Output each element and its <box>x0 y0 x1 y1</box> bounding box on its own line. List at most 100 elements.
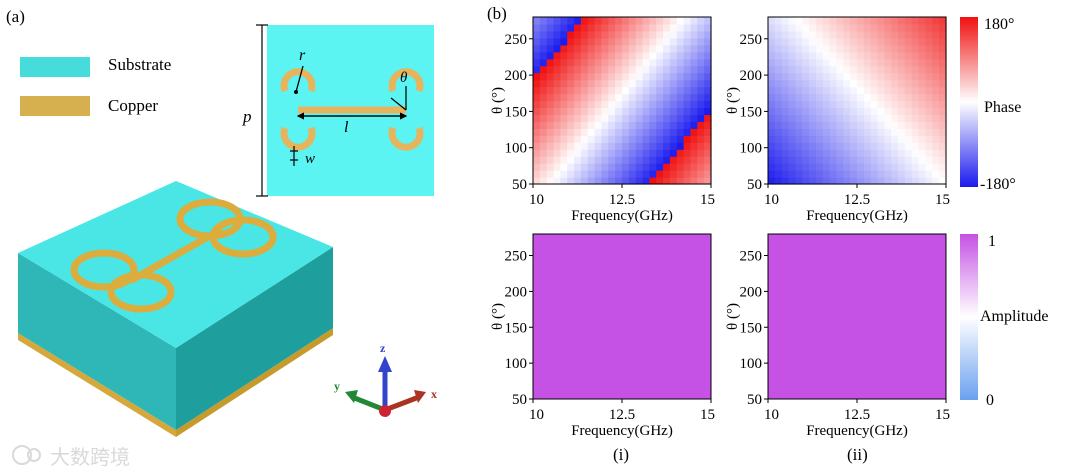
heatmap-cell <box>649 135 657 143</box>
heatmap-cell <box>546 114 555 122</box>
heatmap-cell <box>870 58 879 67</box>
heatmap-cell <box>904 149 913 157</box>
heatmap-cell <box>546 93 555 102</box>
heatmap-cell <box>560 79 568 88</box>
heatmap-cell <box>683 58 692 67</box>
heatmap-cell <box>628 142 637 150</box>
heatmap-cell <box>560 93 568 102</box>
heatmap-cell <box>939 65 947 74</box>
heatmap-cell <box>870 142 879 150</box>
heatmap-cell <box>884 23 892 32</box>
heatmap-cell <box>608 93 616 102</box>
heatmap-cell <box>857 30 865 39</box>
heatmap-cell <box>815 30 824 39</box>
heatmap-cell <box>697 177 705 185</box>
heatmap-cell <box>628 58 637 67</box>
heatmap-cell <box>891 121 899 129</box>
heatmap-cell <box>822 135 831 143</box>
heatmap-cell <box>567 30 575 39</box>
heatmap-cell <box>546 135 555 143</box>
heatmap-cell <box>911 135 920 143</box>
heatmap-cell <box>836 156 844 164</box>
heatmap-cell <box>815 100 824 109</box>
heatmap-cell <box>781 30 790 39</box>
heatmap-cells <box>533 17 712 185</box>
heatmap-cell <box>683 44 692 53</box>
heatmap-cell <box>925 100 933 109</box>
heatmap-cell <box>622 177 630 185</box>
heatmap-cell <box>809 72 817 81</box>
heatmap-cell <box>539 17 548 25</box>
heatmap-cell <box>815 170 824 178</box>
heatmap-cell <box>918 65 927 74</box>
heatmap-cell <box>815 79 824 88</box>
heatmap-cell <box>615 30 623 39</box>
heatmap-cell <box>939 156 947 164</box>
heatmap-cell <box>704 79 712 88</box>
amplitude-map-i: 10 12.5 15 50 100 150 200 250 Frequency(GHz) θ (°… <box>490 233 715 439</box>
heatmap-cell <box>768 51 776 60</box>
heatmap-cell <box>676 93 685 102</box>
heatmap-cell <box>884 135 892 143</box>
heatmap-cell <box>884 65 892 74</box>
heatmap-cell <box>574 107 582 116</box>
heatmap-cell <box>697 37 705 46</box>
heatmap-cell <box>877 51 885 60</box>
heatmap-cell <box>843 17 851 25</box>
heatmap-cell <box>553 135 561 143</box>
heatmap-cell <box>802 149 810 157</box>
copper-legend-label: Copper <box>108 96 158 115</box>
heatmap-cell <box>843 114 851 122</box>
heatmap-cell <box>587 72 596 81</box>
heatmap-cell <box>580 163 589 171</box>
heatmap-cell <box>857 156 865 164</box>
heatmap-cell <box>884 114 892 122</box>
heatmap-cell <box>615 156 623 164</box>
heatmap-cell <box>911 100 920 109</box>
heatmap-cell <box>891 170 899 178</box>
heatmap-cell <box>533 93 541 102</box>
heatmap-cell <box>829 163 838 171</box>
heatmap-cell <box>795 86 803 95</box>
heatmap-cell <box>574 79 582 88</box>
heatmap-cell <box>553 65 561 74</box>
heatmap-cell <box>553 114 561 122</box>
heatmap-cell <box>829 23 838 32</box>
heatmap-cell <box>815 135 824 143</box>
heatmap-cell <box>911 30 920 39</box>
material-legend: Substrate Copper <box>20 55 171 116</box>
heatmap-cell <box>795 170 803 178</box>
heatmap-cell <box>809 65 817 74</box>
heatmap-cell <box>656 86 664 95</box>
heatmap-cell <box>676 170 685 178</box>
heatmap-cell <box>768 163 776 171</box>
heatmap-cell <box>567 17 575 25</box>
heatmap-cell <box>939 163 947 171</box>
heatmap-cell <box>939 51 947 60</box>
heatmap-cell <box>768 177 776 185</box>
heatmap-cell <box>656 51 664 60</box>
heatmap-cell <box>601 135 609 143</box>
heatmap-cell <box>788 170 796 178</box>
column-label-ii: (ii) <box>847 445 868 464</box>
heatmap-cell <box>939 79 947 88</box>
heatmap-cell <box>829 142 838 150</box>
heatmap-cell <box>580 121 589 129</box>
heatmap-cell <box>898 114 906 122</box>
heatmap-cell <box>863 156 872 164</box>
heatmap-cell <box>539 65 548 74</box>
heatmap-cell <box>587 100 596 109</box>
heatmap-cell <box>857 149 865 157</box>
heatmap-cell <box>774 30 783 39</box>
heatmap-cell <box>809 58 817 67</box>
heatmap-cell <box>904 79 913 88</box>
heatmap-cell <box>863 23 872 32</box>
heatmap-cell <box>642 79 650 88</box>
heatmap-cell <box>642 23 650 32</box>
heatmap-cell <box>560 100 568 109</box>
heatmap-cell <box>836 163 844 171</box>
heatmap-cell <box>669 107 678 116</box>
heatmap-cell <box>802 44 810 53</box>
heatmap-cell <box>863 114 872 122</box>
heatmap-cell <box>635 30 644 39</box>
